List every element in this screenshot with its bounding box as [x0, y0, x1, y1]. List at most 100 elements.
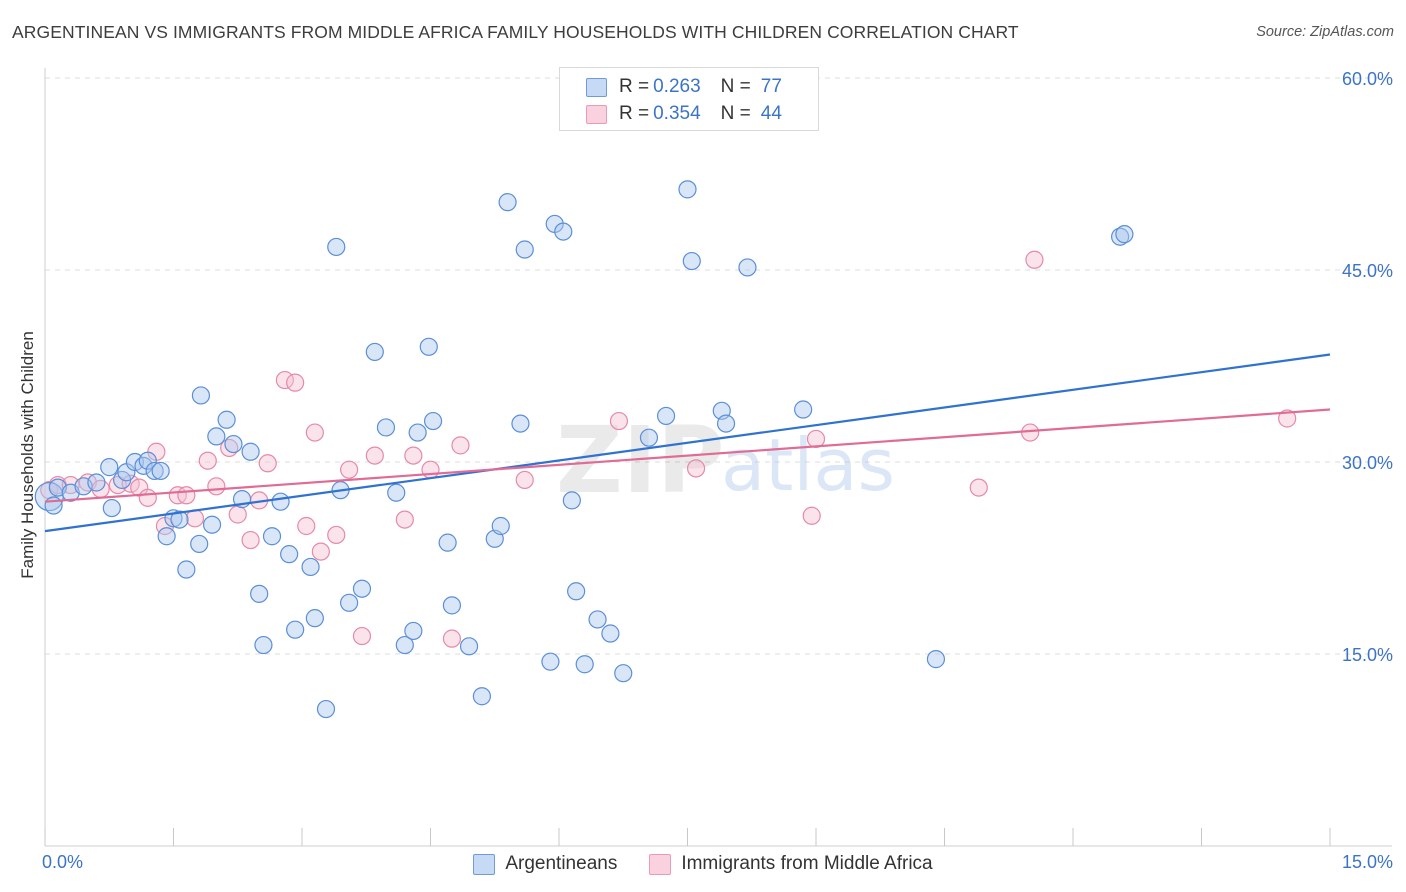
data-point-immigrants — [297, 516, 316, 536]
data-point-argentineans — [190, 534, 209, 554]
data-point-immigrants — [305, 423, 324, 442]
data-point-immigrants — [352, 626, 372, 646]
data-point-immigrants — [138, 488, 157, 507]
data-point-argentineans — [794, 400, 813, 419]
data-point-argentineans — [138, 451, 157, 470]
legend-r-label: R = — [619, 103, 650, 124]
data-point-argentineans — [217, 410, 236, 429]
data-point-argentineans — [459, 637, 479, 656]
data-point-argentineans — [250, 584, 269, 603]
data-point-immigrants — [340, 460, 359, 479]
data-point-immigrants — [421, 460, 440, 479]
data-point-argentineans — [157, 527, 176, 546]
series-legend: Argentineans Immigrants from Middle Afri… — [0, 851, 1406, 877]
data-point-argentineans — [262, 527, 282, 546]
data-point-argentineans — [254, 635, 273, 655]
data-point-immigrants — [442, 629, 462, 648]
legend-item-argentineans[interactable]: Argentineans — [473, 853, 617, 875]
data-point-argentineans — [601, 624, 620, 643]
legend-r-value: 0.354 — [653, 103, 701, 124]
legend-row-immigrants: R = 0.354 N = 44 — [586, 102, 782, 126]
data-point-argentineans — [177, 560, 196, 579]
data-point-argentineans — [442, 596, 462, 615]
legend-swatch-pink — [649, 853, 672, 875]
data-point-immigrants — [365, 446, 384, 465]
data-point-immigrants — [311, 542, 330, 561]
legend-n-value: 77 — [760, 76, 782, 97]
data-point-immigrants — [198, 451, 217, 470]
legend-item-immigrants[interactable]: Immigrants from Middle Africa — [649, 853, 933, 875]
data-point-argentineans — [491, 516, 510, 536]
data-point-argentineans — [327, 237, 346, 257]
x-tick-label-max: 15.0% — [1341, 852, 1393, 872]
legend-r-label: R = — [619, 76, 650, 97]
legend-swatch-blue — [586, 77, 607, 97]
data-point-argentineans — [408, 423, 427, 442]
data-point-argentineans — [738, 258, 757, 277]
data-point-immigrants — [1025, 250, 1044, 269]
data-point-immigrants — [327, 525, 346, 545]
data-point-argentineans — [511, 414, 530, 433]
legend-n-value: 44 — [760, 103, 782, 124]
data-point-argentineans — [639, 428, 659, 447]
data-point-immigrants — [177, 486, 196, 505]
data-point-argentineans — [554, 222, 573, 241]
data-point-argentineans — [340, 593, 359, 612]
data-point-argentineans — [316, 699, 336, 719]
data-point-argentineans — [286, 620, 305, 639]
data-point-immigrants — [802, 506, 821, 525]
data-point-argentineans — [515, 240, 534, 259]
data-point-argentineans — [170, 510, 189, 529]
data-point-argentineans — [1115, 225, 1134, 244]
data-point-argentineans — [567, 582, 586, 601]
grid-lines — [45, 77, 1392, 655]
data-point-argentineans — [376, 418, 396, 437]
data-point-argentineans — [423, 411, 443, 431]
legend-n-label: N = — [720, 76, 751, 97]
argentineans-points — [34, 180, 1134, 719]
trend-lines — [44, 353, 1331, 533]
data-point-immigrants — [969, 478, 988, 497]
data-point-argentineans — [682, 251, 701, 271]
data-point-argentineans — [352, 579, 372, 598]
y-tick-labels: 15.0% 30.0% 45.0% 60.0% — [1342, 69, 1393, 665]
legend-n-label: N = — [720, 103, 751, 124]
data-point-argentineans — [656, 406, 676, 426]
data-point-argentineans — [419, 337, 438, 356]
data-point-argentineans — [588, 610, 607, 629]
y-tick-label: 45.0% — [1342, 261, 1393, 281]
data-point-immigrants — [286, 373, 305, 392]
data-point-immigrants — [451, 436, 470, 455]
legend-row-argentineans: R = 0.263 N = 77 — [586, 75, 782, 99]
data-point-immigrants — [241, 530, 260, 550]
data-point-argentineans — [678, 180, 697, 199]
data-point-argentineans — [241, 442, 260, 461]
data-point-argentineans — [614, 664, 633, 683]
legend-label-immigrants: Immigrants from Middle Africa — [681, 853, 933, 874]
legend-label-argentineans: Argentineans — [505, 853, 618, 874]
trend-line-argentineans — [44, 353, 1331, 533]
data-point-immigrants — [207, 477, 226, 496]
data-point-argentineans — [575, 655, 594, 674]
y-tick-label: 60.0% — [1342, 69, 1393, 89]
data-point-argentineans — [926, 650, 946, 669]
data-point-argentineans — [271, 492, 290, 511]
data-point-argentineans — [280, 545, 299, 564]
x-tick-label-min: 0.0% — [42, 852, 84, 872]
data-point-argentineans — [102, 498, 121, 518]
data-point-argentineans — [716, 414, 736, 433]
data-point-immigrants — [404, 446, 423, 465]
y-tick-label: 30.0% — [1342, 453, 1393, 473]
source-label: Source: ZipAtlas.com — [1256, 24, 1394, 40]
data-point-argentineans — [224, 434, 243, 454]
chart-title: ARGENTINEAN VS IMMIGRANTS FROM MIDDLE AF… — [12, 22, 1019, 42]
data-point-immigrants — [1021, 423, 1040, 442]
data-point-argentineans — [305, 609, 324, 628]
axes — [44, 68, 1392, 847]
y-axis-label: Family Households with Children — [18, 331, 37, 579]
data-point-immigrants — [609, 411, 629, 431]
y-tick-label: 15.0% — [1342, 645, 1393, 665]
data-point-immigrants — [686, 459, 706, 478]
data-point-argentineans — [207, 427, 226, 446]
